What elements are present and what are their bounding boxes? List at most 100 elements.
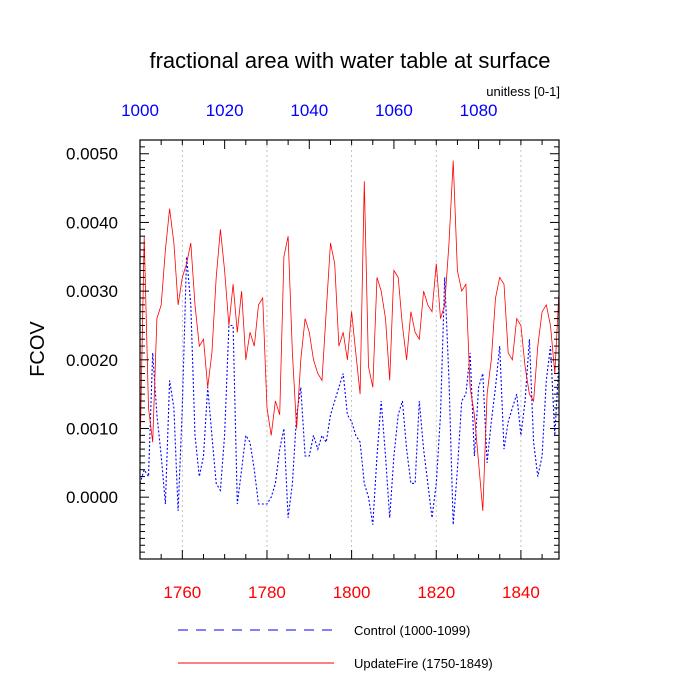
legend-label: UpdateFire (1750-1849) (354, 656, 493, 671)
data-point-updatefire (267, 408, 268, 409)
data-point-control (313, 435, 314, 436)
data-point-updatefire (470, 387, 471, 388)
data-point-control (245, 435, 246, 436)
data-point-control (355, 435, 356, 436)
data-point-control (212, 435, 213, 436)
data-point-updatefire (296, 428, 297, 429)
data-point-control (178, 511, 179, 512)
data-point-updatefire (292, 353, 293, 354)
data-point-updatefire (279, 414, 280, 415)
data-point-updatefire (436, 263, 437, 264)
data-point-control (300, 387, 301, 388)
data-point-control (199, 476, 200, 477)
series-layer (139, 160, 560, 525)
plot-frame (139, 139, 560, 560)
top-axis-tick-label: 1000 (121, 101, 159, 120)
data-point-updatefire (478, 462, 479, 463)
data-point-updatefire (457, 270, 458, 271)
data-point-control (334, 401, 335, 402)
data-point-updatefire (178, 305, 179, 306)
data-point-control (258, 504, 259, 505)
data-point-updatefire (406, 359, 407, 360)
data-point-updatefire (186, 263, 187, 264)
data-point-updatefire (148, 408, 149, 409)
data-point-updatefire (411, 311, 412, 312)
data-point-control (398, 414, 399, 415)
data-point-control (381, 401, 382, 402)
y-axis-tick-label: 0.0010 (66, 419, 118, 438)
data-point-updatefire (334, 263, 335, 264)
data-point-control (411, 483, 412, 484)
data-point-control (161, 456, 162, 457)
data-point-control (368, 497, 369, 498)
data-point-control (529, 339, 530, 340)
y-axis-label: FCOV (27, 321, 49, 377)
data-point-control (444, 277, 445, 278)
data-point-updatefire (313, 359, 314, 360)
data-point-control (542, 456, 543, 457)
data-point-control (186, 256, 187, 257)
data-point-control (415, 483, 416, 484)
data-point-updatefire (381, 291, 382, 292)
data-point-updatefire (402, 325, 403, 326)
data-point-updatefire (174, 243, 175, 244)
data-point-updatefire (372, 387, 373, 388)
data-point-updatefire (207, 387, 208, 388)
data-point-control (491, 421, 492, 422)
data-point-updatefire (440, 318, 441, 319)
data-point-updatefire (487, 394, 488, 395)
data-point-control (148, 476, 149, 477)
data-point-control (241, 469, 242, 470)
data-point-control (364, 483, 365, 484)
data-point-control (516, 394, 517, 395)
units-label: unitless [0-1] (486, 84, 560, 99)
data-point-control (317, 449, 318, 450)
data-point-control (165, 504, 166, 505)
data-point-control (322, 435, 323, 436)
data-point-control (157, 414, 158, 415)
data-point-updatefire (398, 277, 399, 278)
data-point-control (182, 408, 183, 409)
data-point-control (533, 442, 534, 443)
data-point-updatefire (199, 346, 200, 347)
data-point-updatefire (368, 366, 369, 367)
data-point-control (343, 373, 344, 374)
data-point-updatefire (449, 243, 450, 244)
data-point-updatefire (432, 311, 433, 312)
series-line-updatefire (139, 160, 560, 511)
y-axis-tick-label: 0.0040 (66, 213, 118, 232)
data-point-updatefire (550, 325, 551, 326)
data-point-updatefire (542, 311, 543, 312)
data-point-control (326, 442, 327, 443)
tick-labels: 1760 1780 1800 1820 1840 1000 1020 1040 1060 1080… (66, 101, 540, 602)
data-point-control (402, 401, 403, 402)
data-point-updatefire (237, 332, 238, 333)
data-point-updatefire (537, 346, 538, 347)
data-point-control (262, 504, 263, 505)
data-point-control (309, 456, 310, 457)
data-point-control (360, 442, 361, 443)
data-point-updatefire (499, 277, 500, 278)
data-point-updatefire (152, 442, 153, 443)
data-point-updatefire (360, 394, 361, 395)
data-point-updatefire (262, 298, 263, 299)
data-point-control (449, 380, 450, 381)
data-point-updatefire (508, 353, 509, 354)
data-point-updatefire (427, 305, 428, 306)
data-point-updatefire (525, 366, 526, 367)
data-point-updatefire (355, 353, 356, 354)
data-point-updatefire (169, 208, 170, 209)
data-point-control (254, 469, 255, 470)
data-point-updatefire (347, 359, 348, 360)
legend-label: Control (1000-1099) (354, 623, 470, 638)
y-axis-tick-label: 0.0000 (66, 488, 118, 507)
data-point-updatefire (284, 256, 285, 257)
data-point-control (267, 504, 268, 505)
data-point-control (432, 517, 433, 518)
data-point-updatefire (419, 339, 420, 340)
data-point-updatefire (182, 277, 183, 278)
data-point-updatefire (389, 380, 390, 381)
data-point-updatefire (377, 277, 378, 278)
data-point-control (347, 414, 348, 415)
data-point-control (195, 435, 196, 436)
